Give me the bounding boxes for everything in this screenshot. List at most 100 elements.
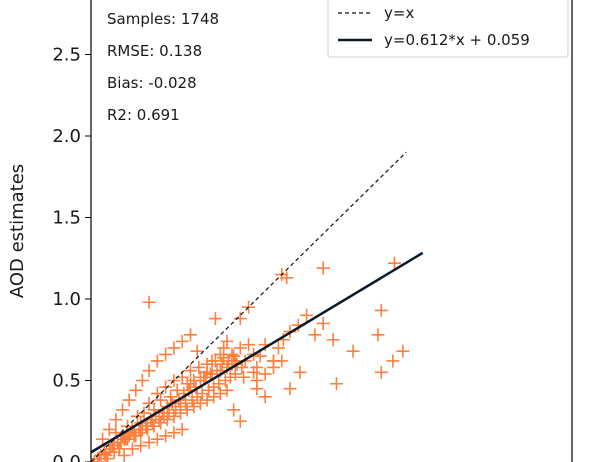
scatter-point: [200, 357, 214, 371]
scatter-point: [247, 365, 261, 379]
scatter-point: [329, 377, 343, 391]
scatter-point: [135, 374, 149, 387]
scatter-point: [293, 365, 307, 379]
stats-annotation: Samples: 1748 RMSE: 0.138 Bias: -0.028 R…: [107, 10, 219, 124]
scatter-point: [184, 364, 198, 378]
scatter-point: [225, 347, 239, 361]
scatter-point: [208, 354, 222, 368]
scatter-point: [235, 360, 249, 374]
scatter-point: [228, 367, 242, 381]
scatter-point: [167, 341, 181, 355]
scatter-point: [160, 413, 174, 427]
scatter-point: [184, 328, 198, 342]
scatter-point: [150, 387, 164, 401]
scatter-point: [116, 403, 130, 417]
scatter-point: [220, 383, 234, 397]
scatter-point: [142, 364, 156, 378]
scatter-point: [125, 442, 139, 456]
stat-r2: R2: 0.691: [107, 106, 180, 124]
legend-box: [327, 0, 569, 58]
scatter-point: [195, 387, 209, 401]
scatter-point: [213, 347, 227, 361]
scatter-point: [102, 422, 116, 436]
scatter-point: [167, 409, 181, 423]
scatter-point: [371, 328, 385, 342]
scatter-point: [227, 349, 241, 363]
scatter-point: [275, 354, 289, 368]
scatter-point: [159, 429, 173, 443]
scatter-point: [137, 406, 151, 420]
scatter-point: [213, 387, 227, 401]
scatter-point: [190, 344, 204, 358]
scatter-point: [154, 393, 168, 407]
scatter-point: [175, 334, 189, 348]
identity-line: [90, 151, 407, 462]
scatter-point: [388, 256, 402, 270]
scatter-point: [233, 312, 247, 326]
scatter-point: [154, 416, 168, 430]
scatter-point: [167, 426, 181, 440]
legend: y=x y=0.612*x + 0.059: [327, 0, 569, 58]
stat-samples: Samples: 1748: [107, 10, 219, 28]
scatter-point: [129, 383, 143, 397]
scatter-point: [386, 354, 400, 368]
scatter-point: [316, 316, 330, 330]
scatter-point: [140, 422, 154, 436]
scatter-point: [326, 333, 340, 347]
scatter-point: [127, 429, 141, 443]
scatter-point: [220, 334, 234, 348]
y-tick-label: 0.5: [52, 371, 81, 392]
scatter-point: [210, 364, 224, 378]
scatter-point: [233, 414, 247, 428]
scatter-point: [170, 383, 184, 397]
scatter-point: [374, 303, 388, 317]
y-tick-label: 2.5: [52, 45, 81, 66]
scatter-point: [134, 439, 148, 453]
scatter-point: [147, 419, 161, 433]
y-axis-label: AOD estimates: [7, 164, 28, 298]
y-tick-label: 1.5: [52, 208, 81, 229]
scatter-point: [283, 382, 297, 396]
scatter-point: [174, 406, 188, 420]
scatter-point: [107, 439, 121, 453]
scatter-point: [207, 390, 221, 404]
scatter-point: [280, 271, 294, 285]
scatter-point: [193, 396, 207, 410]
y-tick-label: 0.0: [52, 452, 81, 462]
scatter-point: [96, 432, 110, 446]
scatter-point: [150, 432, 164, 446]
scatter-point: [109, 413, 123, 427]
scatter-point: [212, 377, 226, 391]
scatter-point: [164, 390, 178, 404]
y-tick-label: 1.0: [52, 289, 81, 310]
scatter-point: [114, 435, 128, 449]
scatter-point: [346, 344, 360, 358]
scatter-point: [198, 370, 212, 384]
scatter-point: [233, 341, 247, 355]
y-ticks: 0.0 0.5 1.0 1.5 2.0 2.5: [52, 45, 91, 462]
scatter-point: [300, 308, 314, 322]
scatter-point: [187, 400, 201, 414]
scatter-point: [250, 374, 264, 387]
scatter-point: [308, 328, 322, 342]
scatter-points: [87, 256, 410, 462]
stat-rmse: RMSE: 0.138: [107, 42, 202, 60]
scatter-point: [258, 390, 272, 404]
scatter-point: [180, 403, 194, 417]
scatter-point: [134, 426, 148, 440]
scatter-point: [396, 344, 410, 358]
scatter-point: [242, 338, 256, 352]
scatter-point: [150, 354, 164, 368]
scatter-point: [374, 365, 388, 379]
scatter-point: [215, 357, 229, 371]
scatter-point: [142, 435, 156, 449]
legend-label-identity: y=x: [384, 4, 414, 22]
scatter-point: [159, 380, 173, 394]
scatter-point: [192, 360, 206, 374]
scatter-point: [167, 374, 181, 387]
scatter-point: [142, 295, 156, 309]
scatter-point: [180, 377, 194, 391]
scatter-point: [200, 393, 214, 407]
fit-line: [90, 251, 424, 454]
